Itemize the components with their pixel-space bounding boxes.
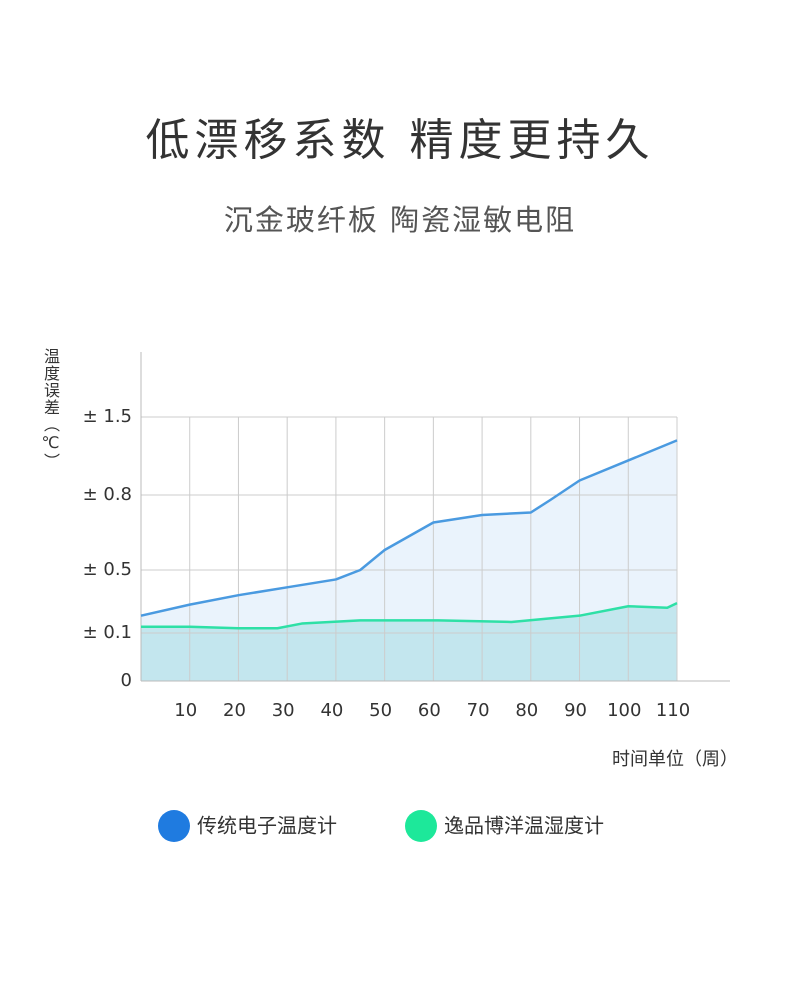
y-tick-label: ± 0.8	[83, 484, 132, 505]
y-tick-label: ± 0.1	[83, 622, 132, 643]
series-line	[140, 439, 678, 617]
y-tick-label: ± 0.5	[83, 559, 132, 580]
x-tick-label: 40	[320, 700, 343, 721]
area-fill	[141, 603, 677, 681]
x-tick-label: 80	[515, 700, 538, 721]
legend-label: 逸品博洋温湿度计	[444, 814, 604, 838]
x-tick-label: 50	[369, 700, 392, 721]
x-tick-label: 100	[607, 700, 641, 721]
legend-marker	[158, 810, 190, 842]
x-tick-label: 60	[418, 700, 441, 721]
y-axis-label: 温度误差（℃）	[41, 348, 60, 470]
legend-label: 传统电子温度计	[197, 814, 337, 838]
series-line	[141, 601, 678, 630]
x-tick-label: 10	[174, 700, 197, 721]
chart-title: 低漂移系数 精度更持久	[146, 115, 655, 166]
x-axis-label: 时间单位（周）	[612, 749, 738, 770]
x-tick-label: 30	[272, 700, 295, 721]
x-tick-label: 70	[467, 700, 490, 721]
x-tick-label: 90	[564, 700, 587, 721]
x-tick-label: 20	[223, 700, 246, 721]
y-tick-label: 0	[121, 670, 132, 691]
legend-marker	[405, 810, 437, 842]
chart-subtitle: 沉金玻纤板 陶瓷湿敏电阻	[224, 203, 576, 237]
y-tick-label: ± 1.5	[83, 406, 132, 427]
x-tick-label: 110	[656, 700, 690, 721]
